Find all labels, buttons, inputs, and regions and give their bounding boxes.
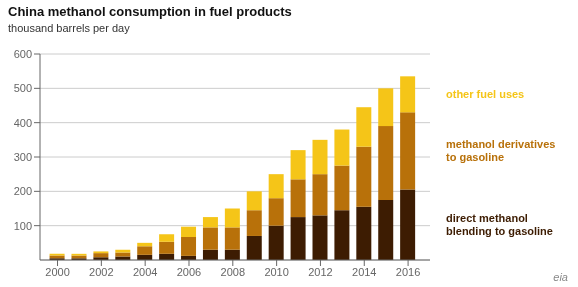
- svg-text:300: 300: [14, 151, 32, 163]
- html-text:blending to gasoline: blending to gasoline: [446, 224, 553, 237]
- svg-text:2004: 2004: [133, 266, 157, 278]
- svg-text:400: 400: [14, 117, 32, 129]
- html-text:methanol derivatives: methanol derivatives: [446, 138, 556, 150]
- svg-text:500: 500: [14, 82, 32, 94]
- html-text:thousand barrels per day: thousand barrels per day: [8, 22, 130, 34]
- svg-text:100: 100: [14, 220, 32, 232]
- html-text:China methanol consumption in: China methanol consumption in fuel produ…: [8, 4, 292, 19]
- svg-text:2002: 2002: [89, 266, 113, 278]
- html-text:eia: eia: [553, 271, 568, 283]
- svg-text:2000: 2000: [45, 266, 69, 278]
- svg-text:2016: 2016: [396, 266, 420, 278]
- svg-text:2012: 2012: [308, 266, 332, 278]
- svg-text:600: 600: [14, 48, 32, 60]
- html-text:direct methanol: direct methanol: [446, 211, 528, 224]
- svg-text:2014: 2014: [352, 266, 376, 278]
- svg-text:2006: 2006: [177, 266, 201, 278]
- html-text:to gasoline: to gasoline: [446, 151, 505, 163]
- svg-text:200: 200: [14, 185, 32, 197]
- html-text:other fuel uses: other fuel uses: [446, 87, 525, 100]
- svg-text:2010: 2010: [264, 266, 288, 278]
- svg-text:2008: 2008: [221, 266, 245, 278]
